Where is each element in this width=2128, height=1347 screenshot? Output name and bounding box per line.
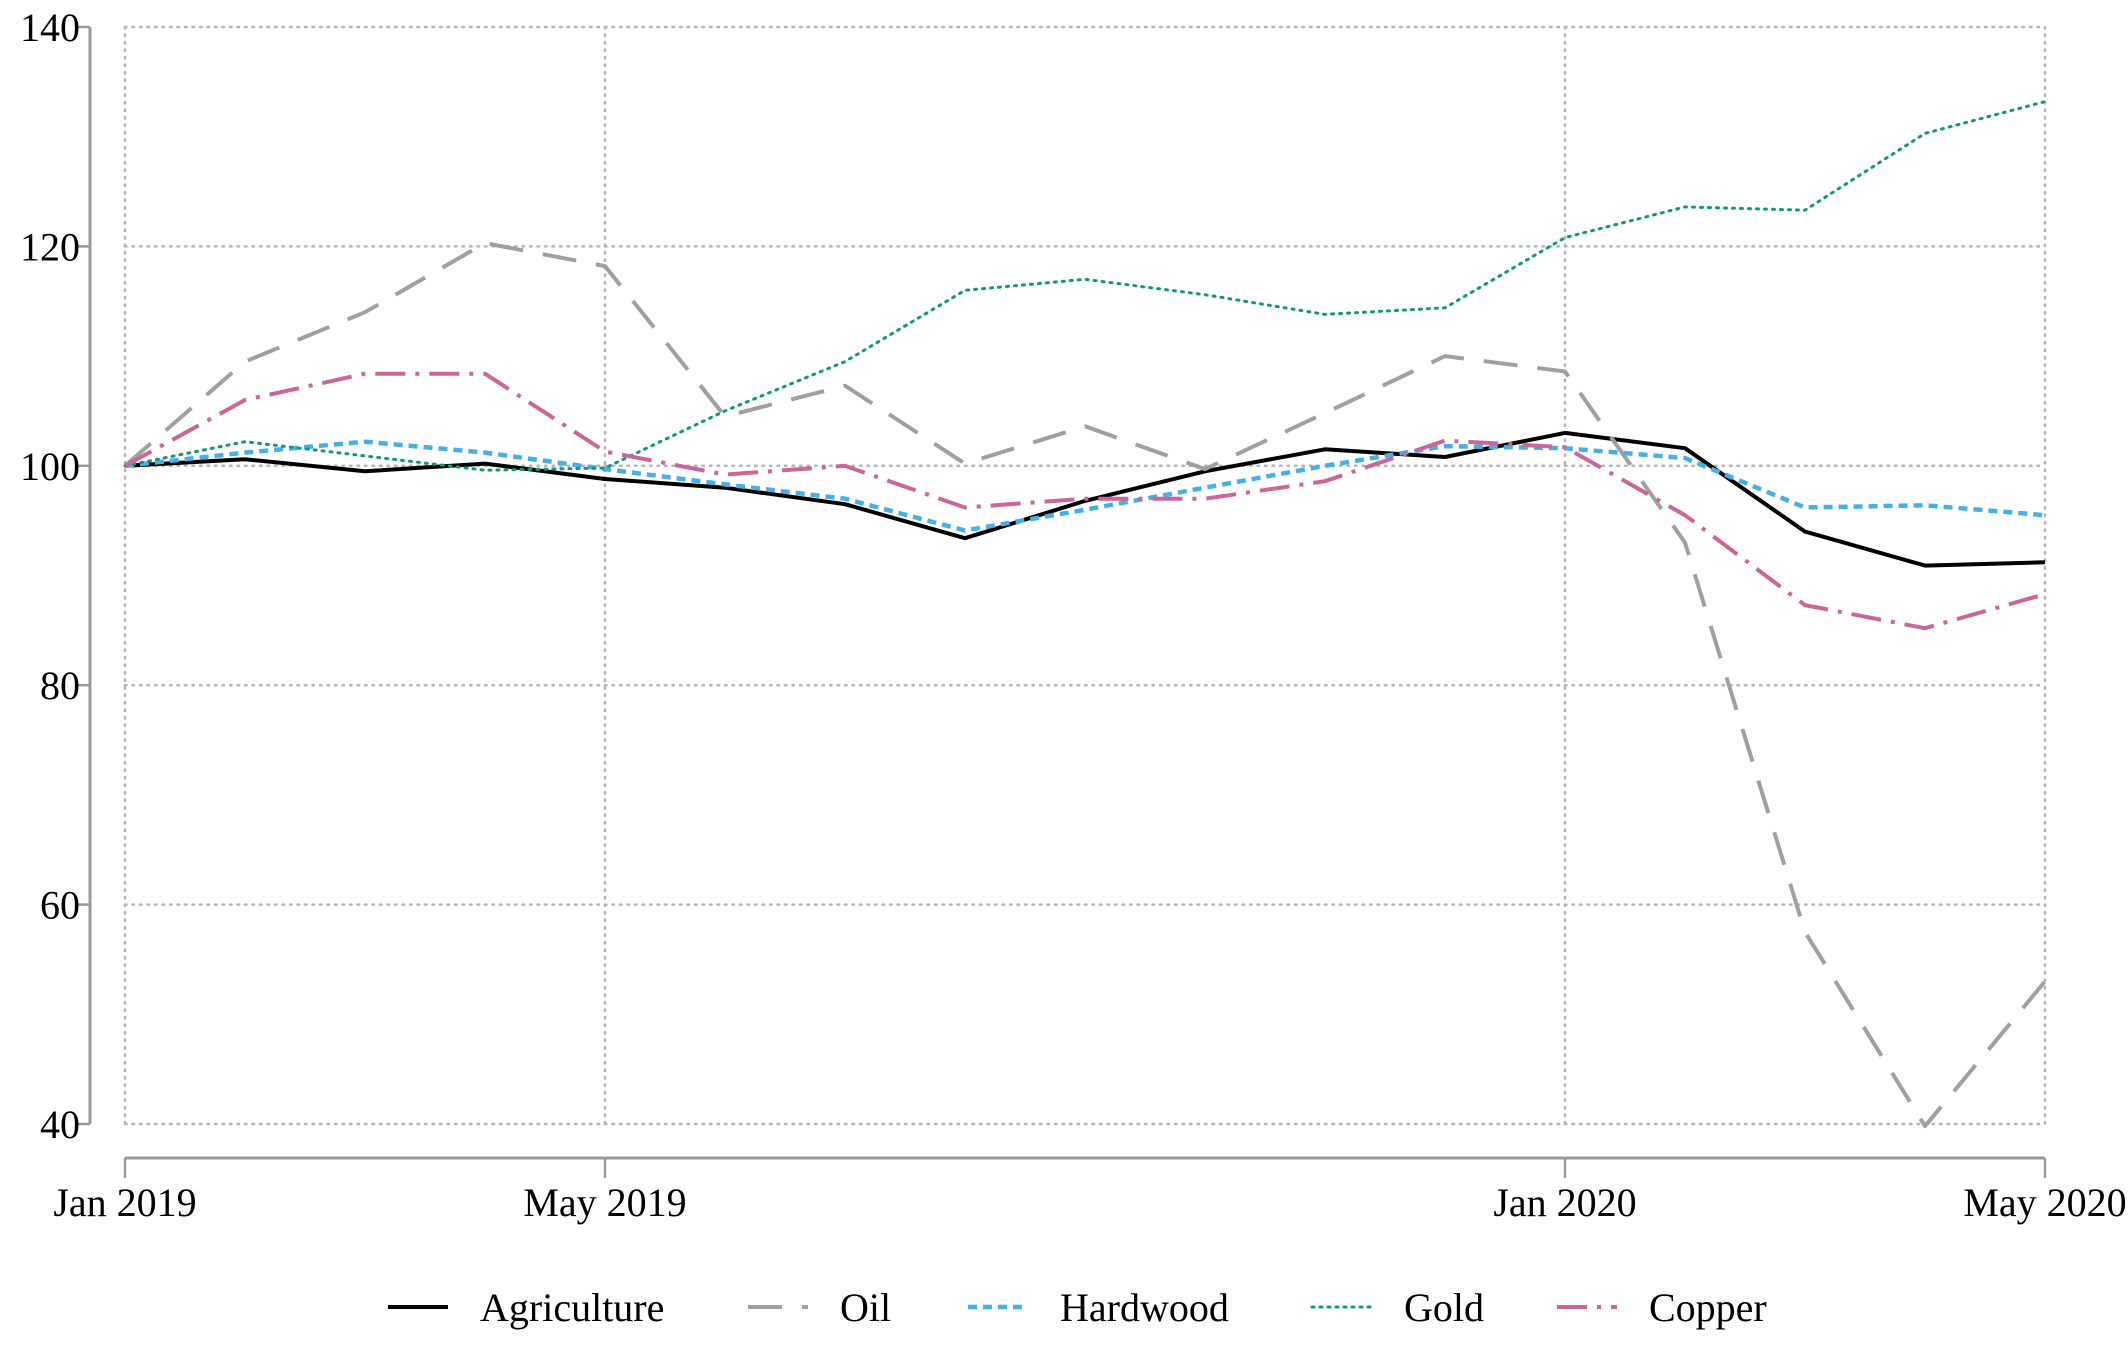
y-tick-label: 120: [20, 224, 80, 269]
series-line-hardwood: [124, 439, 2046, 533]
y-tick-label: 100: [20, 444, 80, 489]
series-line-gold: [123, 100, 2047, 472]
series-line-copper: [124, 371, 2046, 631]
x-tick-label: Jan 2019: [53, 1180, 196, 1225]
legend-label-gold: Gold: [1404, 1285, 1484, 1330]
axes: 40 60 80 100 120 140 Jan 2019 May 2019 Jan 2020 M…: [20, 5, 2127, 1225]
y-tick-label: 60: [40, 883, 80, 928]
y-tick-label: 80: [40, 663, 80, 708]
y-tick-label: 140: [20, 5, 80, 50]
legend-label-hardwood: Hardwood: [1060, 1285, 1229, 1330]
legend-label-oil: Oil: [840, 1285, 891, 1330]
series-lines: [123, 100, 2047, 1129]
y-tick-label: 40: [40, 1102, 80, 1147]
grid-lines: [123, 25, 2047, 1126]
x-tick-label: May 2019: [523, 1180, 686, 1225]
series-line-oil: [123, 241, 2047, 1129]
legend-label-copper: Copper: [1649, 1285, 1767, 1330]
x-tick-label: May 2020: [1963, 1180, 2126, 1225]
legend-label-agriculture: Agriculture: [480, 1285, 664, 1330]
x-tick-label: Jan 2020: [1493, 1180, 1636, 1225]
legend: Agriculture Oil Hardwood Gold Copper: [388, 1285, 1767, 1330]
